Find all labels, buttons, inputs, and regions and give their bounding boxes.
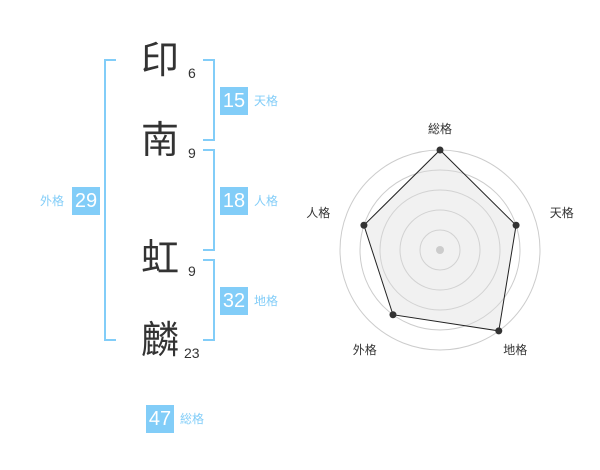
- chikaku-label: 地格: [254, 294, 279, 308]
- tenkaku-bracket: [203, 59, 215, 141]
- gaikaku-bracket: [104, 59, 116, 341]
- radar-point: [512, 221, 520, 229]
- stroke-count-3: 9: [188, 263, 196, 279]
- radar-axis-label: 天格: [549, 206, 574, 221]
- radar-ring: [419, 229, 461, 271]
- soukaku-value: 47: [146, 405, 174, 433]
- stroke-count-2: 9: [188, 145, 196, 161]
- name-char-1: 印: [140, 38, 179, 82]
- radar-axis-label: 外格: [352, 342, 377, 357]
- radar-point: [360, 221, 368, 229]
- name-char-4: 麟: [140, 318, 179, 362]
- radar-center: [436, 246, 444, 254]
- jinkaku-value: 18: [220, 187, 248, 215]
- jinkaku-label: 人格: [254, 194, 279, 208]
- stroke-count-4: 23: [184, 345, 200, 361]
- radar-point: [436, 146, 444, 154]
- gaikaku-value: 29: [72, 187, 100, 215]
- chikaku-value: 32: [220, 287, 248, 315]
- chikaku-bracket: [203, 259, 215, 341]
- radar-axis-label: 人格: [306, 206, 331, 221]
- gaikaku-label: 外格: [40, 194, 65, 208]
- radar-point: [389, 311, 397, 319]
- radar-ring: [359, 169, 521, 331]
- radar-ring: [379, 189, 501, 311]
- tenkaku-label: 天格: [254, 94, 279, 108]
- radar-axis-label: 地格: [503, 342, 528, 357]
- name-char-2: 南: [140, 118, 179, 162]
- soukaku-label: 総格: [180, 412, 205, 426]
- radar-area: [363, 149, 517, 332]
- radar-point: [495, 327, 503, 335]
- stroke-count-1: 6: [188, 65, 196, 81]
- name-char-3: 虹: [140, 236, 179, 280]
- radar-axis-label: 総格: [428, 122, 453, 136]
- radar-ring: [399, 209, 481, 291]
- jinkaku-bracket: [203, 149, 215, 251]
- tenkaku-value: 15: [220, 87, 248, 115]
